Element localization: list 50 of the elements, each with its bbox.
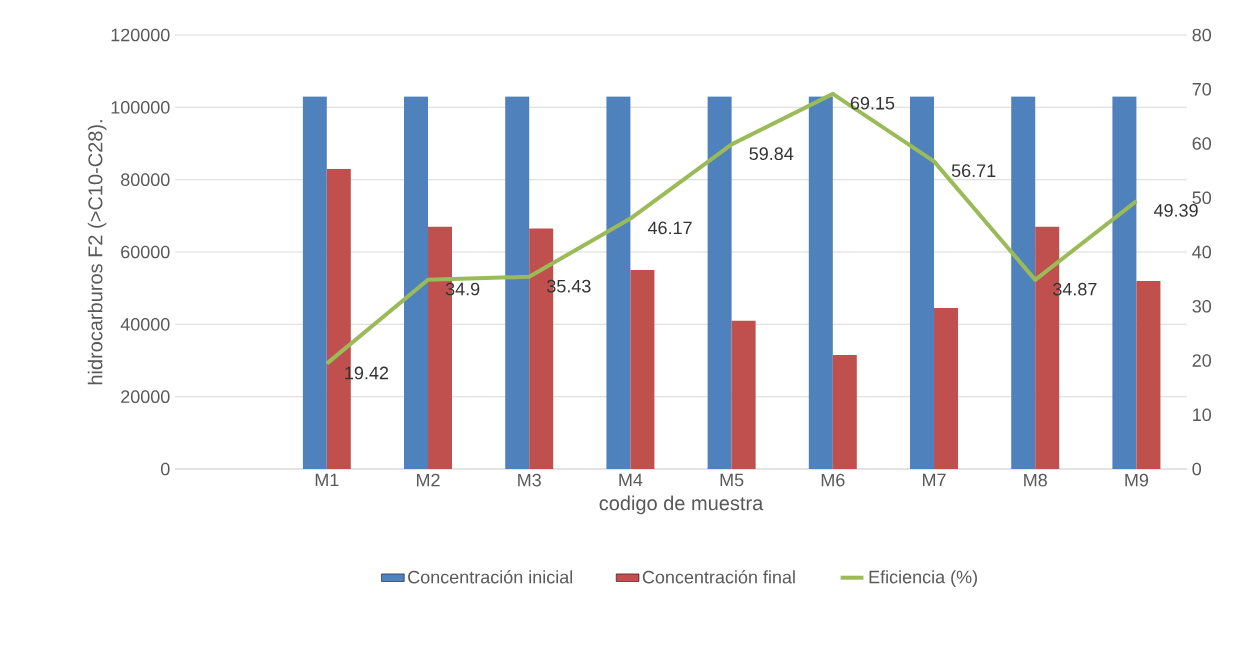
bar <box>1136 280 1161 469</box>
y-tick-label: 80000 <box>121 173 170 187</box>
y2-tick-label: 80 <box>1192 28 1212 42</box>
y2-tick-label: 50 <box>1192 191 1212 205</box>
y-tick-label: 60000 <box>121 245 170 259</box>
bar <box>404 96 429 469</box>
data-label: 69.15 <box>850 96 895 110</box>
x-tick-label: M9 <box>1125 473 1149 487</box>
data-label: 49.39 <box>1153 204 1198 217</box>
x-axis-title: codigo de muestra <box>599 495 764 515</box>
bar <box>910 96 935 469</box>
y2-tick-label: 40 <box>1192 245 1212 259</box>
line-series <box>324 91 1139 366</box>
bar <box>606 96 631 469</box>
bar <box>934 308 959 469</box>
y2-tick-label: 70 <box>1192 82 1212 96</box>
bar <box>731 320 756 469</box>
legend-label: Concentración inicial <box>408 570 573 584</box>
bar <box>707 96 732 469</box>
y-axis-title: hidrocarburos F2 (>C10-C28). <box>87 120 107 385</box>
x-tick-label: M3 <box>518 473 541 487</box>
x-tick-label: M7 <box>923 473 946 487</box>
bar <box>808 96 833 469</box>
x-tick-label: M1 <box>315 473 339 487</box>
y2-tick-label: 10 <box>1193 408 1212 422</box>
bar <box>1112 96 1137 469</box>
y-tick-label: 0 <box>161 462 170 476</box>
x-tick-label: M5 <box>720 473 744 487</box>
y2-tick-label: 30 <box>1192 299 1212 313</box>
data-label: 59.84 <box>749 147 794 161</box>
x-tick-label: M8 <box>1024 473 1047 487</box>
legend-label: Concentración final <box>642 570 795 584</box>
x-tick-label: M6 <box>821 473 845 487</box>
y-tick-label: 100000 <box>111 100 170 114</box>
x-tick-label: M4 <box>619 473 643 487</box>
y-tick-label: 120000 <box>111 28 170 42</box>
y2-tick-label: 60 <box>1192 137 1212 150</box>
bar <box>1011 96 1036 469</box>
y2-tick-label: 0 <box>1192 462 1202 476</box>
y-tick-label: 20000 <box>121 390 170 404</box>
y2-tick-label: 20 <box>1192 354 1212 367</box>
data-label: 56.71 <box>951 164 996 178</box>
bar <box>832 355 857 469</box>
legend-label: Eficiencia (%) <box>869 570 977 587</box>
bar <box>505 96 530 469</box>
bar <box>302 96 327 469</box>
x-tick-label: M2 <box>416 473 440 487</box>
bar <box>630 270 655 469</box>
y-tick-label: 40000 <box>120 317 170 331</box>
data-label: 46.17 <box>647 221 692 235</box>
